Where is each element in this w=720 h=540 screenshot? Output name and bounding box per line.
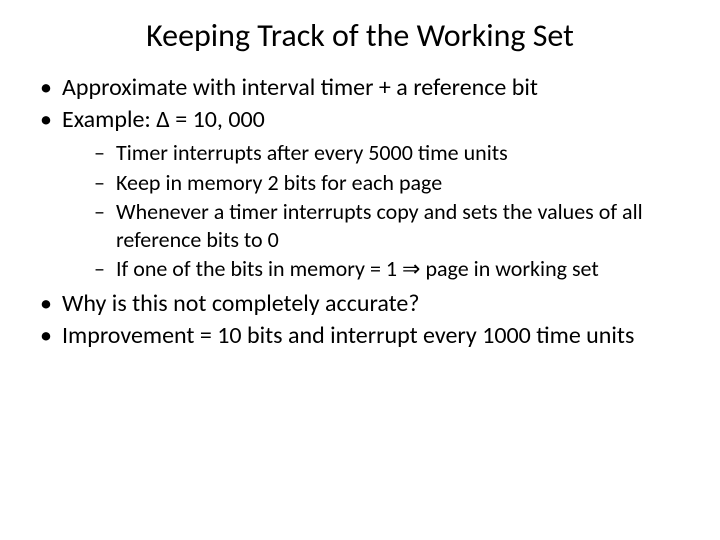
slide: Keeping Track of the Working Set Approxi… <box>0 0 720 540</box>
sub-bullet-item: Keep in memory 2 bits for each page <box>94 169 700 197</box>
bullet-list-level2: Timer interrupts after every 5000 time u… <box>62 139 700 283</box>
bullet-item: Improvement = 10 bits and interrupt ever… <box>40 321 700 351</box>
sub-bullet-item: If one of the bits in memory = 1 ⇒ page … <box>94 255 700 283</box>
bullet-list-level1: Approximate with interval timer + a refe… <box>20 73 700 351</box>
bullet-item: Why is this not completely accurate? <box>40 289 700 319</box>
bullet-text: Example: Δ = 10, 000 <box>62 105 265 134</box>
slide-title: Keeping Track of the Working Set <box>20 16 700 55</box>
bullet-item: Approximate with interval timer + a refe… <box>40 73 700 103</box>
sub-bullet-item: Timer interrupts after every 5000 time u… <box>94 139 700 167</box>
bullet-item: Example: Δ = 10, 000 Timer interrupts af… <box>40 105 700 283</box>
sub-bullet-item: Whenever a timer interrupts copy and set… <box>94 198 700 253</box>
